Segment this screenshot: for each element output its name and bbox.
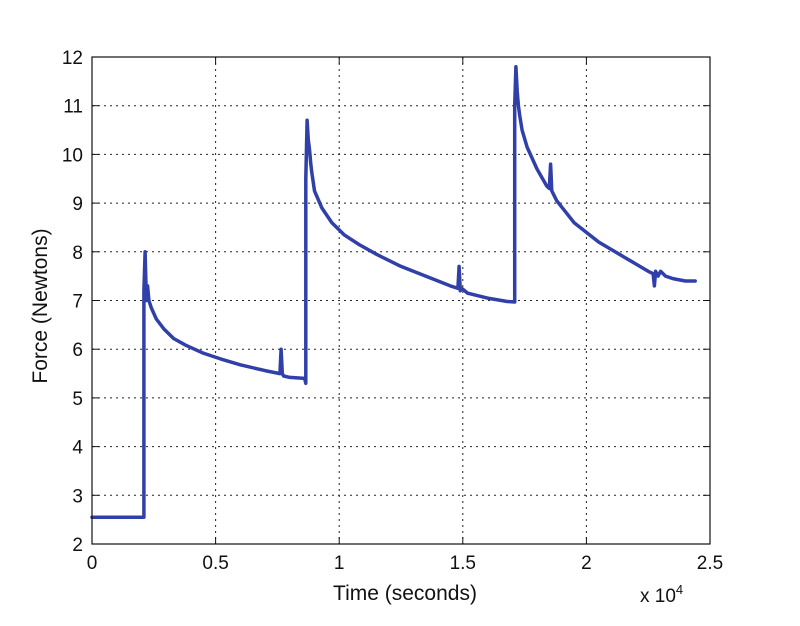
axis-ticks: [91, 56, 711, 545]
x-axis-multiplier: x 104: [640, 582, 683, 607]
y-tick-label: 9: [72, 194, 83, 215]
x-tick-label: 1.5: [450, 553, 476, 574]
y-tick-label: 6: [72, 340, 83, 361]
y-tick-label: 12: [62, 48, 83, 69]
y-tick-label: 7: [72, 292, 83, 313]
x-axis-label: Time (seconds): [333, 582, 477, 605]
x-tick-label: 2: [581, 553, 592, 574]
x-multiplier-base: x 10: [640, 586, 676, 607]
x-tick-label: 2.5: [697, 553, 723, 574]
y-tick-label: 4: [72, 438, 83, 459]
x-tick-label: 0.5: [202, 553, 228, 574]
series-layer: [90, 64, 697, 519]
y-tick-label: 11: [63, 97, 83, 118]
y-axis-label: Force (Newtons): [29, 228, 52, 383]
y-tick-label: 3: [72, 486, 83, 507]
x-tick-label: 0: [87, 553, 98, 574]
x-tick-label: 1: [334, 553, 345, 574]
x-multiplier-exponent: 4: [676, 582, 683, 597]
force-series-line: [90, 64, 697, 519]
y-tick-label: 5: [72, 389, 83, 410]
y-tick-label: 8: [72, 243, 83, 264]
y-tick-label: 2: [72, 535, 83, 556]
tick-labels: 0 0.5 1 1.5 2 2.5 2 3 4 5 6 7 8 9 10 11 12: [62, 48, 723, 574]
y-tick-label: 10: [62, 145, 83, 166]
